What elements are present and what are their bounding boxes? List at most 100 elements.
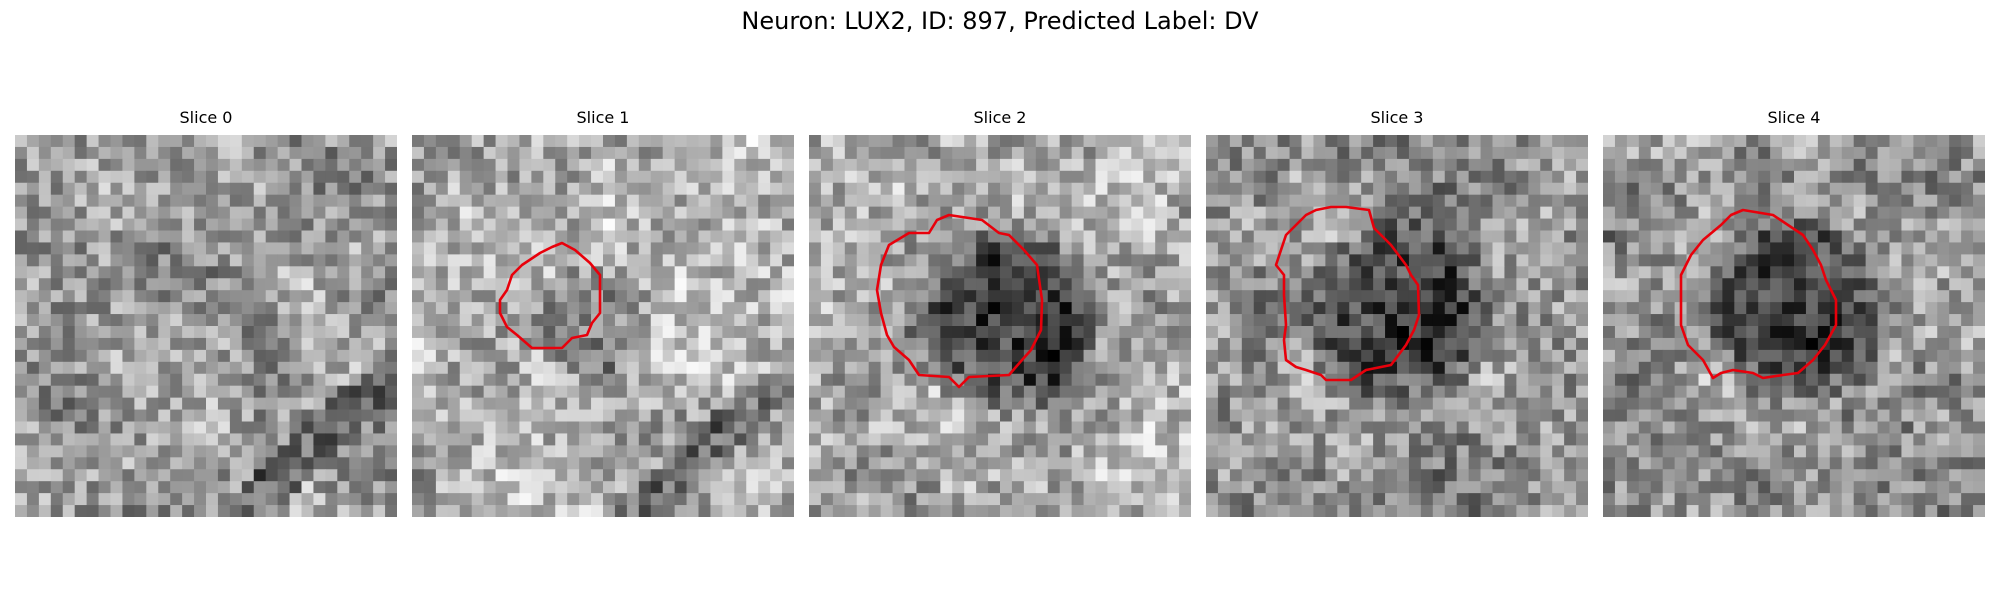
pixel-cell bbox=[543, 361, 556, 375]
pixel-cell bbox=[50, 397, 64, 410]
pixel-cell bbox=[38, 409, 52, 422]
pixel-cell bbox=[26, 373, 40, 387]
pixel-cell bbox=[892, 206, 905, 219]
pixel-cell bbox=[856, 337, 870, 351]
pixel-cell bbox=[1468, 385, 1481, 399]
pixel-cell bbox=[988, 135, 1001, 148]
pixel-cell bbox=[1889, 146, 1902, 160]
pixel-cell bbox=[1961, 409, 1974, 422]
pixel-cell bbox=[1480, 254, 1493, 267]
pixel-cell bbox=[361, 409, 374, 422]
pixel-cell bbox=[146, 361, 159, 375]
pixel-cell bbox=[531, 373, 544, 387]
pixel-cell bbox=[1217, 146, 1231, 160]
pixel-cell bbox=[662, 397, 676, 410]
pixel-cell bbox=[519, 278, 532, 291]
pixel-cell bbox=[626, 206, 640, 219]
pixel-cell bbox=[1961, 290, 1974, 303]
pixel-cell bbox=[820, 493, 834, 506]
pixel-cell bbox=[349, 314, 362, 327]
pixel-cell bbox=[1301, 302, 1314, 315]
pixel-cell bbox=[289, 433, 302, 446]
pixel-cell bbox=[1662, 266, 1676, 279]
pixel-cell bbox=[603, 337, 616, 351]
pixel-cell bbox=[1758, 421, 1771, 434]
pixel-cell bbox=[567, 266, 580, 279]
pixel-cell bbox=[746, 170, 759, 184]
pixel-cell bbox=[662, 218, 676, 231]
pixel-cell bbox=[471, 361, 485, 375]
pixel-cell bbox=[1167, 182, 1180, 196]
pixel-cell bbox=[373, 218, 386, 231]
pixel-cell bbox=[1794, 218, 1807, 231]
pixel-cell bbox=[1432, 337, 1446, 351]
pixel-cell bbox=[904, 146, 917, 160]
pixel-cell bbox=[1167, 493, 1180, 506]
pixel-cell bbox=[614, 230, 628, 243]
pixel-cell bbox=[471, 326, 485, 339]
pixel-cell bbox=[86, 493, 99, 506]
pixel-cell bbox=[1206, 445, 1219, 458]
pixel-cell bbox=[1349, 266, 1362, 279]
pixel-cell bbox=[170, 481, 183, 494]
pixel-cell bbox=[1662, 385, 1676, 399]
pixel-cell bbox=[1107, 218, 1120, 231]
pixel-cell bbox=[650, 337, 664, 351]
pixel-cell bbox=[1083, 433, 1096, 446]
pixel-cell bbox=[844, 278, 858, 291]
pixel-cell bbox=[122, 433, 135, 446]
pixel-cell bbox=[217, 409, 231, 422]
pixel-cell bbox=[746, 385, 759, 399]
pixel-cell bbox=[1083, 218, 1096, 231]
pixel-cell bbox=[1734, 445, 1747, 458]
pixel-cell bbox=[555, 421, 568, 434]
pixel-cell bbox=[626, 302, 640, 315]
pixel-cell bbox=[746, 445, 759, 458]
pixel-cell bbox=[349, 493, 362, 506]
pixel-cell bbox=[265, 505, 279, 517]
pixel-cell bbox=[626, 337, 640, 351]
pixel-cell bbox=[1385, 326, 1398, 339]
pixel-cell bbox=[698, 146, 711, 160]
pixel-cell bbox=[782, 385, 794, 399]
pixel-cell bbox=[459, 314, 473, 327]
pixel-cell bbox=[1373, 409, 1386, 422]
pixel-cell bbox=[26, 361, 40, 375]
pixel-cell bbox=[567, 158, 580, 172]
pixel-cell bbox=[158, 361, 171, 375]
pixel-cell bbox=[38, 505, 52, 517]
pixel-cell bbox=[1241, 230, 1255, 243]
pixel-cell bbox=[809, 493, 822, 506]
pixel-cell bbox=[1770, 146, 1783, 160]
pixel-cell bbox=[734, 206, 747, 219]
pixel-cell bbox=[277, 170, 290, 184]
pixel-cell bbox=[1865, 349, 1878, 363]
pixel-cell bbox=[1167, 242, 1180, 255]
pixel-cell bbox=[229, 326, 243, 339]
pixel-cell bbox=[1241, 361, 1255, 375]
pixel-cell bbox=[1913, 373, 1926, 387]
pixel-cell bbox=[301, 146, 314, 160]
pixel-cell bbox=[301, 469, 314, 482]
pixel-cell bbox=[110, 266, 123, 279]
pixel-cell bbox=[868, 409, 882, 422]
pixel-cell bbox=[1253, 433, 1267, 446]
pixel-cell bbox=[229, 361, 243, 375]
pixel-cell bbox=[1047, 326, 1061, 339]
pixel-cell bbox=[325, 146, 338, 160]
pixel-cell bbox=[638, 481, 652, 494]
pixel-cell bbox=[1456, 505, 1470, 517]
pixel-cell bbox=[1552, 493, 1565, 506]
pixel-cell bbox=[1638, 314, 1652, 327]
pixel-cell bbox=[1420, 469, 1434, 482]
pixel-cell bbox=[1253, 278, 1267, 291]
pixel-cell bbox=[15, 206, 28, 219]
pixel-cell bbox=[844, 445, 858, 458]
pixel-cell bbox=[471, 457, 485, 470]
pixel-cell bbox=[98, 290, 111, 303]
pixel-cell bbox=[1540, 505, 1553, 517]
pixel-cell bbox=[289, 242, 302, 255]
pixel-cell bbox=[447, 373, 461, 387]
pixel-cell bbox=[1614, 278, 1628, 291]
pixel-cell bbox=[1686, 314, 1699, 327]
